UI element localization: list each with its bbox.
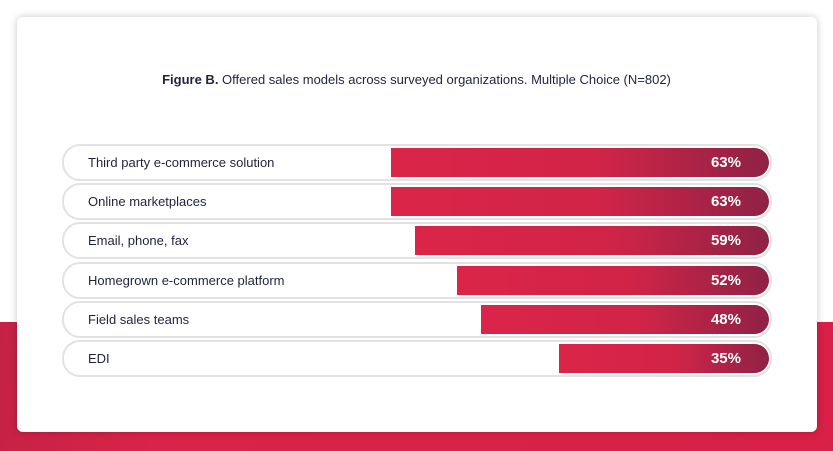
value-label: 63%	[710, 193, 741, 210]
bar	[415, 226, 769, 255]
bar-row: Third party e-commerce solution 63%	[62, 144, 772, 181]
category-label: Online marketplaces	[88, 194, 207, 209]
category-label: Email, phone, fax	[88, 233, 189, 248]
value-label: 63%	[710, 154, 741, 171]
bar	[457, 266, 769, 295]
figure-label: Figure B.	[162, 72, 219, 87]
category-label: EDI	[88, 351, 110, 366]
category-label: Homegrown e-commerce platform	[88, 273, 285, 288]
bar	[481, 305, 769, 334]
bar-row: EDI 35%	[62, 340, 772, 377]
title-text: Offered sales models across surveyed org…	[218, 72, 671, 87]
value-label: 59%	[710, 232, 741, 249]
bar	[391, 148, 769, 177]
bar-row: Online marketplaces 63%	[62, 183, 772, 220]
bar	[391, 187, 769, 216]
category-label: Field sales teams	[88, 312, 190, 327]
bar-row: Field sales teams 48%	[62, 301, 772, 338]
bar	[559, 344, 769, 373]
chart-title: Figure B. Offered sales models across su…	[0, 72, 833, 87]
bar-row: Homegrown e-commerce platform 52%	[62, 262, 772, 299]
value-label: 35%	[710, 350, 741, 367]
bar-row: Email, phone, fax 59%	[62, 222, 772, 259]
value-label: 48%	[710, 311, 741, 328]
category-label: Third party e-commerce solution	[88, 155, 275, 170]
value-label: 52%	[710, 272, 741, 289]
